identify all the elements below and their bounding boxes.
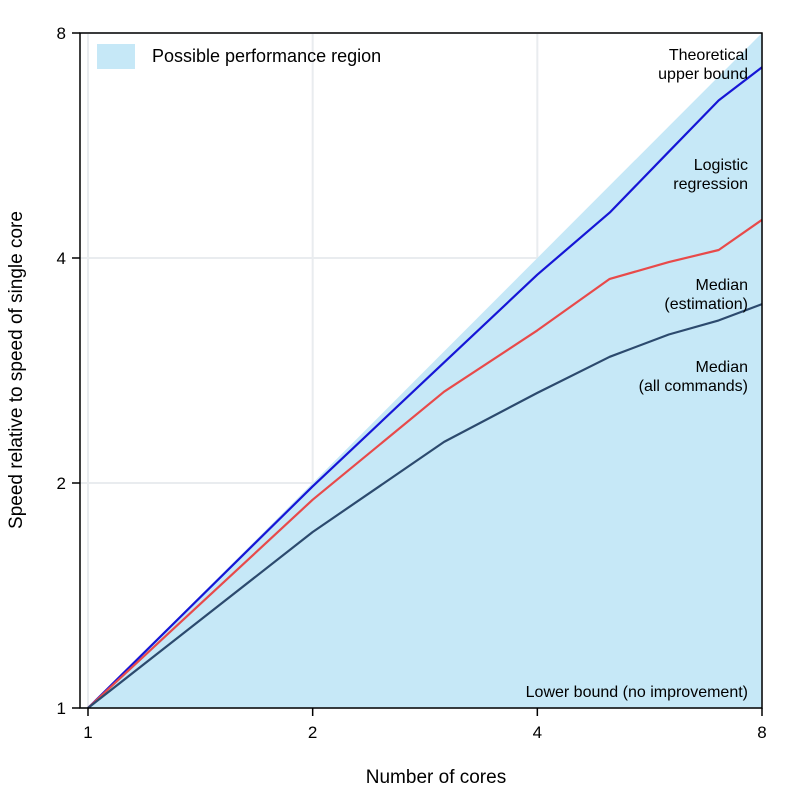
x-axis-title: Number of cores — [366, 767, 506, 788]
x-tick-label: 4 — [533, 723, 542, 742]
series-line-median_estimation — [87, 218, 763, 709]
annotation-upper: Theoretical upper bound — [658, 47, 748, 83]
legend-swatch — [97, 44, 135, 69]
annotations: Theoretical upper bound Logistic regression… — [526, 47, 748, 701]
legend: Possible performance region — [97, 44, 381, 69]
annotation-line: Logistic — [694, 157, 748, 174]
y-tick-label: 2 — [57, 474, 66, 493]
annotation-line: Median — [696, 277, 748, 294]
series-line-logistic — [87, 66, 763, 709]
y-tick-label: 1 — [57, 699, 66, 718]
annotation-line: (estimation) — [664, 296, 748, 313]
x-tick-label: 1 — [83, 723, 92, 742]
series-line-median_all — [87, 303, 763, 709]
x-tick-label: 8 — [757, 723, 766, 742]
x-tick-label: 2 — [308, 723, 317, 742]
performance-region — [88, 33, 762, 708]
legend-label: Possible performance region — [152, 46, 381, 66]
annotation-lower: Lower bound (no improvement) — [526, 684, 748, 701]
annotation-median_estimation: Median (estimation) — [664, 277, 748, 313]
y-tick-label: 4 — [57, 249, 66, 268]
plot-frame — [79, 32, 763, 709]
series-lines — [87, 66, 763, 709]
y-axis-title: Speed relative to speed of single core — [6, 211, 27, 529]
annotation-line: regression — [673, 176, 748, 193]
annotation-line: Median — [696, 359, 748, 376]
annotation-line: (all commands) — [639, 378, 748, 395]
annotation-line: upper bound — [658, 66, 748, 83]
annotation-line: Theoretical — [669, 47, 748, 64]
annotation-logistic: Logistic regression — [673, 157, 748, 193]
annotation-line: Lower bound (no improvement) — [526, 684, 748, 701]
y-tick-label: 8 — [57, 24, 66, 43]
annotation-median_all: Median (all commands) — [639, 359, 748, 395]
possible-performance-region — [88, 33, 762, 708]
